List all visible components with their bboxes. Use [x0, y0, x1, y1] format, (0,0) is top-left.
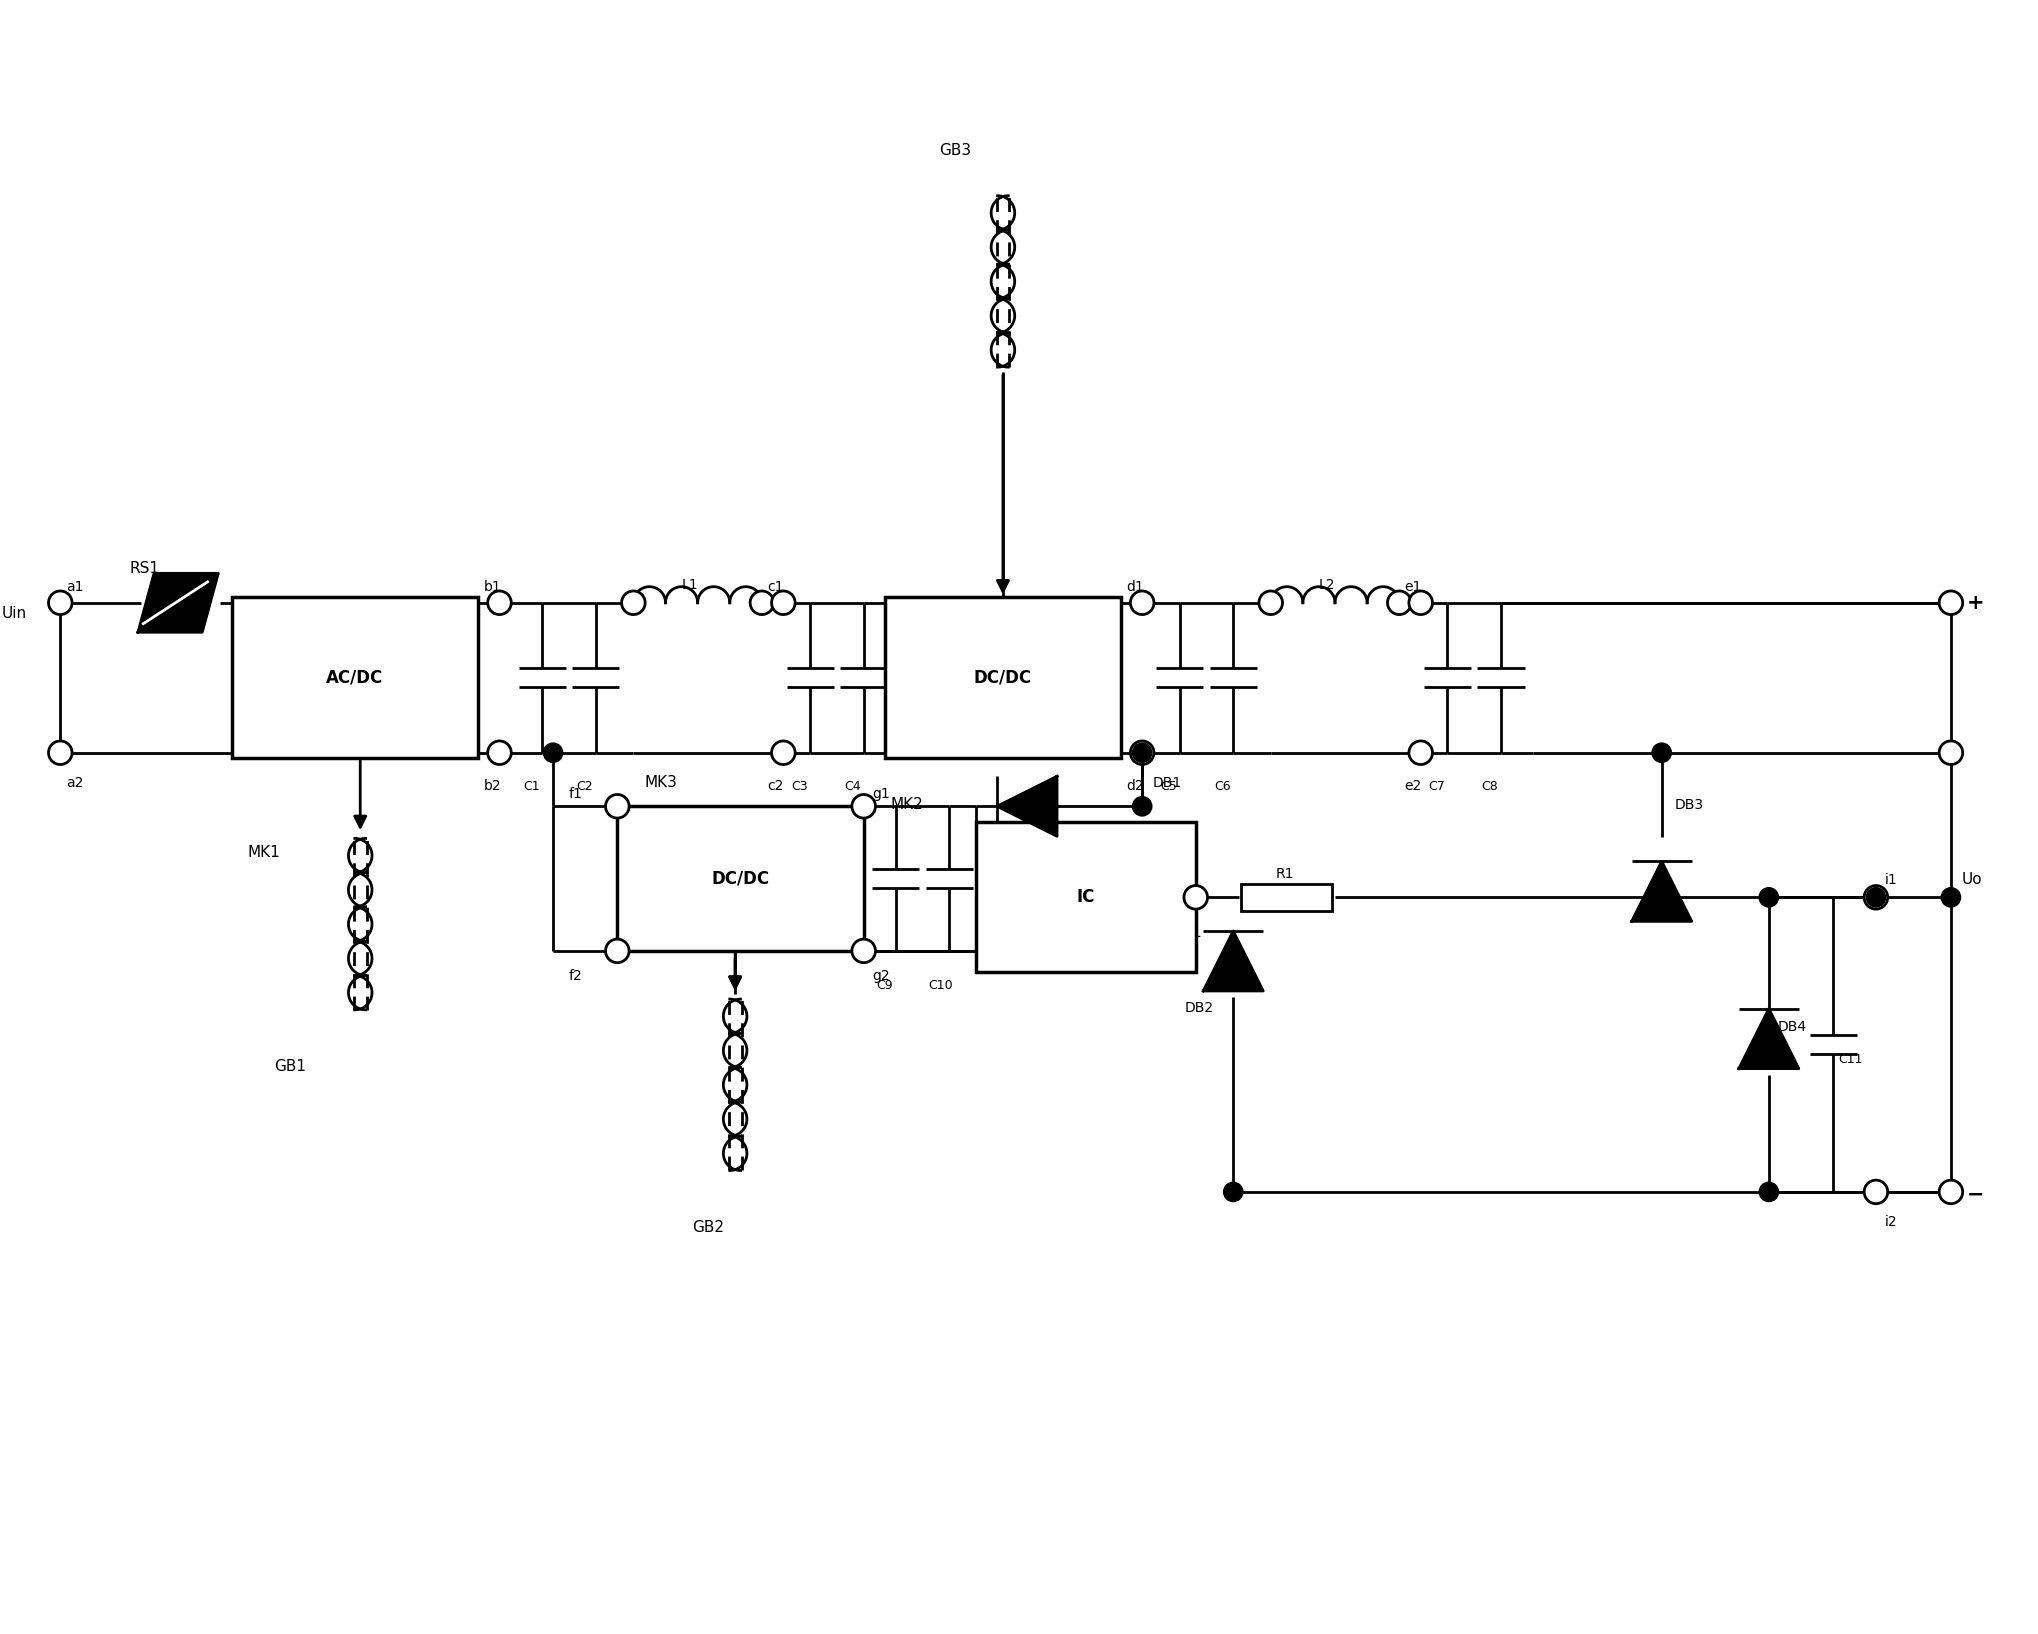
- Text: i2: i2: [1885, 1216, 1897, 1229]
- Circle shape: [1653, 743, 1671, 763]
- Text: DB4: DB4: [1777, 1020, 1806, 1034]
- Text: c2: c2: [766, 779, 785, 794]
- Text: e2: e2: [1404, 779, 1423, 794]
- Text: C9: C9: [876, 979, 893, 992]
- Circle shape: [1938, 740, 1963, 765]
- Text: d1: d1: [1127, 580, 1143, 595]
- Circle shape: [1865, 886, 1887, 909]
- Circle shape: [852, 940, 876, 962]
- Circle shape: [49, 740, 71, 765]
- Circle shape: [1223, 1183, 1243, 1201]
- Text: C11: C11: [1838, 1052, 1863, 1065]
- Circle shape: [487, 740, 512, 765]
- Circle shape: [772, 740, 795, 765]
- Text: GB2: GB2: [693, 1219, 723, 1235]
- Text: Uo: Uo: [1963, 871, 1983, 887]
- Text: C6: C6: [1215, 781, 1231, 794]
- Circle shape: [1408, 740, 1433, 765]
- Text: C3: C3: [791, 781, 807, 794]
- Text: RS1: RS1: [130, 560, 159, 577]
- Text: a2: a2: [65, 776, 84, 791]
- Circle shape: [1131, 740, 1154, 765]
- Circle shape: [1133, 743, 1151, 763]
- Text: +: +: [1967, 593, 1985, 613]
- Text: C10: C10: [927, 979, 952, 992]
- Circle shape: [1131, 592, 1154, 614]
- Text: b2: b2: [483, 779, 501, 794]
- Text: MK2: MK2: [891, 797, 923, 812]
- Polygon shape: [1738, 1008, 1800, 1069]
- Polygon shape: [139, 574, 218, 632]
- Text: Uin: Uin: [2, 606, 26, 621]
- Text: d2: d2: [1127, 779, 1143, 794]
- Text: C1: C1: [524, 781, 540, 794]
- Bar: [232, 598, 479, 758]
- Circle shape: [544, 743, 562, 763]
- Text: DB1: DB1: [1154, 776, 1182, 791]
- Bar: [1241, 884, 1333, 910]
- Text: g1: g1: [872, 788, 891, 801]
- Circle shape: [1865, 1180, 1887, 1204]
- Circle shape: [605, 940, 630, 962]
- Bar: [976, 822, 1196, 972]
- Text: g2: g2: [872, 969, 891, 984]
- Circle shape: [487, 592, 512, 614]
- Polygon shape: [1632, 861, 1692, 922]
- Text: e1: e1: [1404, 580, 1423, 595]
- Circle shape: [1653, 887, 1671, 907]
- Text: i1: i1: [1885, 873, 1897, 887]
- Text: −: −: [1967, 1185, 1985, 1204]
- Circle shape: [1942, 743, 1961, 763]
- Circle shape: [1759, 887, 1779, 907]
- Text: b1: b1: [483, 580, 501, 595]
- Text: C4: C4: [844, 781, 860, 794]
- Circle shape: [1388, 592, 1410, 614]
- Circle shape: [1938, 1180, 1963, 1204]
- Text: c1: c1: [766, 580, 785, 595]
- Text: DC/DC: DC/DC: [974, 668, 1031, 686]
- Text: DC/DC: DC/DC: [711, 869, 770, 887]
- Text: MK3: MK3: [644, 775, 677, 791]
- Circle shape: [750, 592, 774, 614]
- Text: C5: C5: [1160, 781, 1178, 794]
- Bar: [884, 598, 1121, 758]
- Circle shape: [622, 592, 646, 614]
- Circle shape: [1184, 886, 1209, 909]
- Circle shape: [852, 794, 876, 819]
- Circle shape: [605, 794, 630, 819]
- Text: MK1: MK1: [249, 845, 281, 859]
- Text: DB3: DB3: [1675, 797, 1704, 812]
- Circle shape: [1938, 592, 1963, 614]
- Text: GB3: GB3: [940, 144, 970, 158]
- Text: L2: L2: [1319, 578, 1335, 592]
- Text: C7: C7: [1429, 781, 1445, 794]
- Text: L1: L1: [681, 578, 699, 592]
- Circle shape: [1133, 797, 1151, 815]
- Text: h1: h1: [1184, 926, 1202, 940]
- Text: f1: f1: [569, 788, 583, 801]
- Text: f2: f2: [569, 969, 583, 984]
- Text: R1: R1: [1276, 868, 1294, 881]
- Circle shape: [1759, 1183, 1779, 1201]
- Bar: [618, 806, 864, 951]
- Circle shape: [772, 592, 795, 614]
- Text: DB2: DB2: [1184, 1002, 1215, 1015]
- Text: GB1: GB1: [275, 1059, 306, 1074]
- Circle shape: [1259, 592, 1282, 614]
- Circle shape: [49, 592, 71, 614]
- Circle shape: [1408, 592, 1433, 614]
- Polygon shape: [997, 776, 1058, 837]
- Text: IC: IC: [1076, 889, 1094, 907]
- Text: AC/DC: AC/DC: [326, 668, 383, 686]
- Circle shape: [1942, 887, 1961, 907]
- Text: a1: a1: [65, 580, 84, 595]
- Circle shape: [1867, 887, 1885, 907]
- Text: C8: C8: [1482, 781, 1498, 794]
- Polygon shape: [1202, 931, 1264, 990]
- Text: C2: C2: [577, 781, 593, 794]
